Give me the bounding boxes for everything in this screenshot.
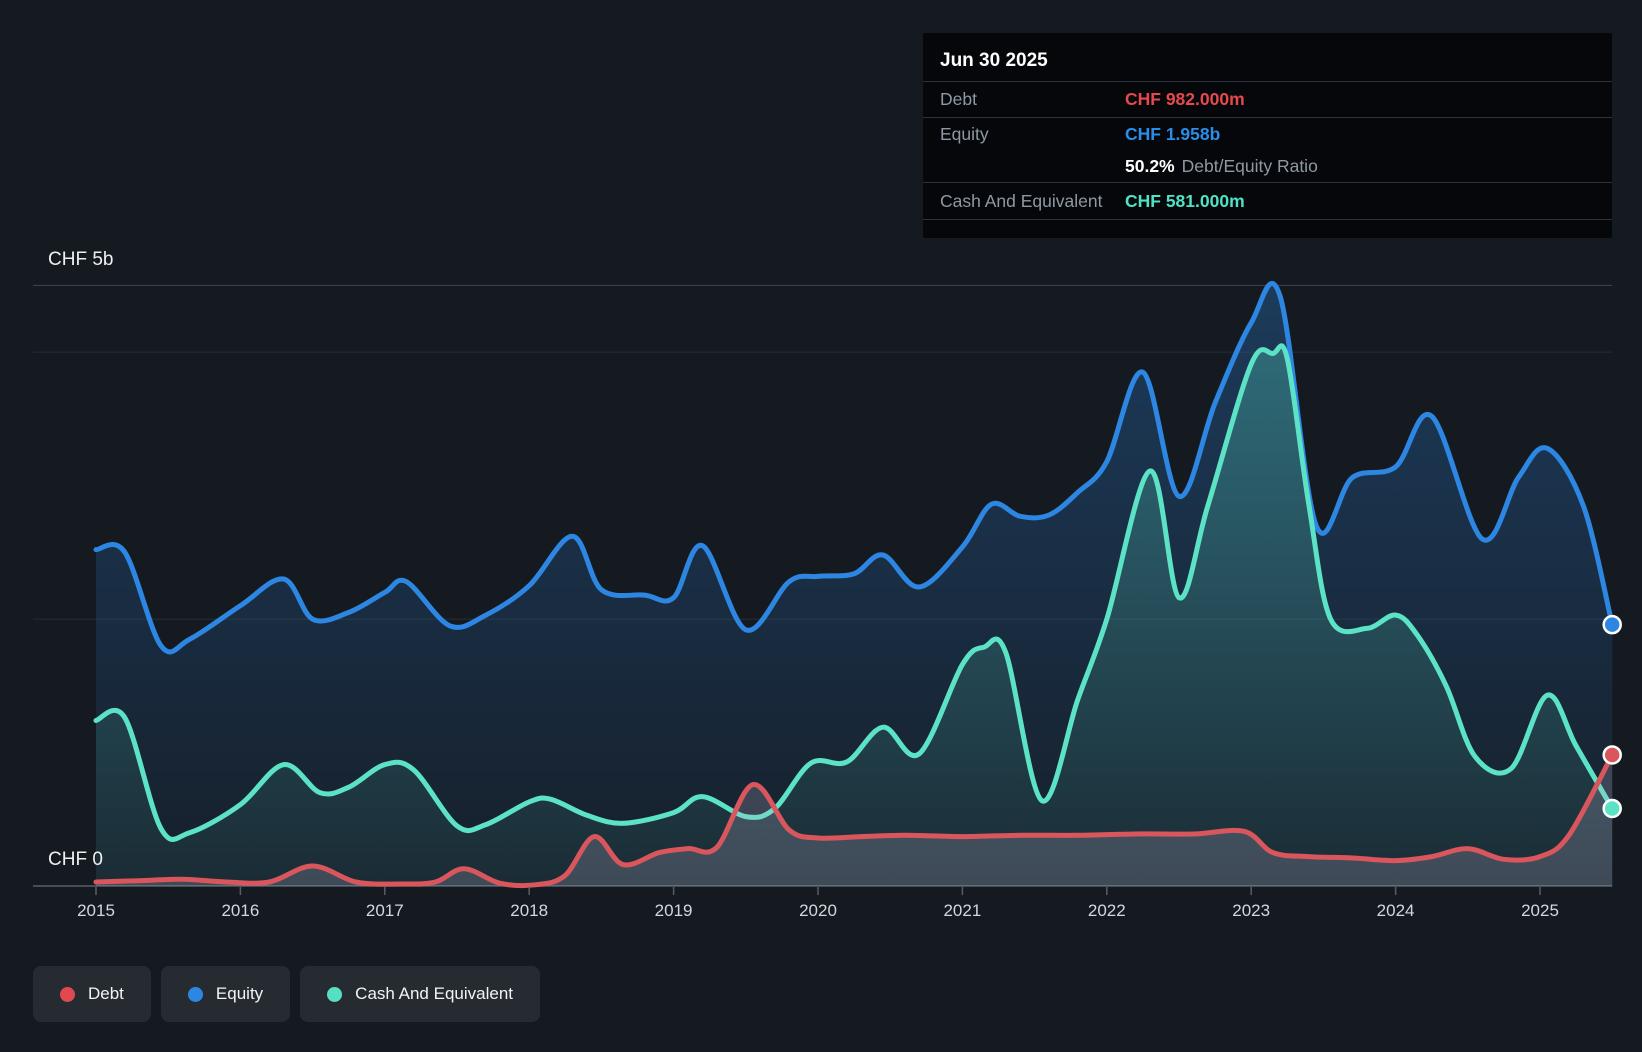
tooltip-row-equity: Equity CHF 1.958b (923, 118, 1612, 151)
x-axis-label-2020: 2020 (799, 901, 837, 920)
x-axis-label-2016: 2016 (221, 901, 260, 920)
tooltip-equity-label: Equity (940, 124, 989, 144)
legend: Debt Equity Cash And Equivalent (33, 966, 541, 1022)
chart-tooltip: Jun 30 2025 Debt CHF 982.000m Equity CHF… (923, 33, 1612, 238)
x-axis-label-2021: 2021 (943, 901, 982, 920)
x-axis-label-2017: 2017 (365, 901, 404, 920)
x-axis-label-2024: 2024 (1376, 901, 1415, 920)
tooltip-date: Jun 30 2025 (923, 33, 1612, 82)
tooltip-debt-value: CHF 982.000m (1125, 89, 1245, 109)
tooltip-ratio-value: 50.2% (1125, 156, 1175, 176)
legend-color-dot-cash-and-equivalent (327, 986, 343, 1002)
tooltip-row-ratio: 50.2% Debt/Equity Ratio (923, 151, 1612, 183)
y-axis-label-top: CHF 5b (48, 249, 114, 270)
tooltip-row-cash: Cash And Equivalent CHF 581.000m (923, 183, 1612, 220)
x-axis-label-2022: 2022 (1087, 901, 1126, 920)
tooltip-debt-label: Debt (940, 89, 977, 109)
legend-label-cash-and-equivalent: Cash And Equivalent (355, 984, 514, 1003)
tooltip-ratio-label: Debt/Equity Ratio (1181, 156, 1318, 176)
tooltip-cash-label: Cash And Equivalent (940, 190, 1103, 211)
legend-label-debt: Debt (88, 984, 124, 1003)
legend-label-equity: Equity (215, 984, 264, 1003)
x-axis-label-2019: 2019 (654, 901, 693, 920)
legend-color-dot-equity (187, 986, 203, 1002)
y-axis-label-zero: CHF 0 (48, 849, 103, 870)
legend-item-cash-and-equivalent[interactable]: Cash And Equivalent (300, 966, 541, 1022)
x-axis-label-2025: 2025 (1521, 901, 1559, 920)
x-axis-label-2023: 2023 (1232, 901, 1271, 920)
tooltip-cash-value: CHF 581.000m (1125, 190, 1245, 211)
tooltip-row-debt: Debt CHF 982.000m (923, 82, 1612, 118)
legend-item-debt[interactable]: Debt (33, 966, 151, 1022)
legend-item-equity[interactable]: Equity (160, 966, 291, 1022)
x-axis-label-2015: 2015 (77, 901, 115, 920)
tooltip-equity-value: CHF 1.958b (1125, 124, 1221, 144)
legend-color-dot-debt (60, 986, 75, 1002)
x-axis-label-2018: 2018 (510, 901, 549, 920)
